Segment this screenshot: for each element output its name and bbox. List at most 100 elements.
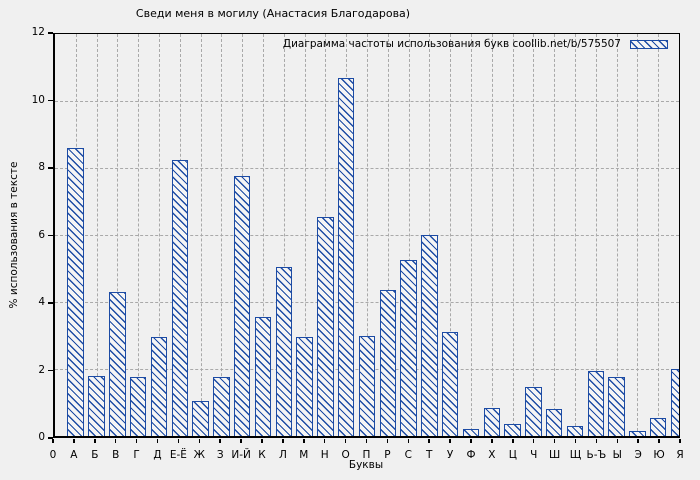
x-tick-mark (135, 439, 138, 443)
x-tick-mark (553, 439, 556, 443)
bar-У (441, 332, 459, 436)
vertical-gridline (616, 34, 618, 436)
y-tick-label: 6 (38, 228, 45, 241)
y-tick-label: 10 (31, 93, 45, 106)
bar-Ы (608, 377, 625, 436)
x-tick-mark (114, 439, 117, 443)
x-tick-label-Н: Н (320, 449, 329, 461)
x-tick-mark (303, 439, 305, 443)
vertical-gridline (367, 34, 368, 436)
vertical-gridline (491, 34, 493, 436)
bar-Ц (504, 424, 521, 436)
vertical-gridline (159, 34, 160, 436)
bar-Ю (649, 417, 667, 436)
y-tick-label: 2 (38, 363, 45, 376)
y-tick-mark (48, 167, 53, 169)
x-tick-mark (637, 439, 639, 443)
bar-Ш (545, 409, 563, 436)
bar-А (67, 147, 85, 436)
plot-area: Диаграмма частоты использования букв coo… (53, 33, 680, 438)
vertical-gridline (221, 34, 223, 436)
x-tick-label-Ю: Ю (653, 449, 665, 461)
y-tick-mark (48, 99, 53, 102)
x-tick-mark (491, 439, 493, 443)
x-tick-label-А: А (70, 449, 78, 461)
x-tick-mark (595, 439, 598, 443)
y-tick-mark (48, 302, 53, 304)
legend-swatch-icon (630, 39, 668, 49)
x-tick-label-О: О (341, 449, 350, 461)
x-tick-mark (365, 439, 368, 443)
y-tick-mark (48, 437, 53, 439)
bar-Х (483, 407, 501, 436)
x-tick-mark (323, 439, 326, 443)
x-tick-label-Т: Т (425, 449, 433, 461)
y-tick-label: 4 (38, 296, 45, 308)
bar-Р (379, 290, 397, 436)
vertical-gridline (658, 34, 660, 436)
x-tick-mark (156, 439, 159, 443)
x-tick-mark (470, 439, 472, 443)
bar-Ч (525, 387, 542, 436)
x-tick-label-Г: Г (133, 449, 140, 461)
x-tick-label-С: С (404, 449, 412, 461)
x-tick-mark (679, 439, 681, 443)
bar-И-Й (233, 176, 251, 436)
vertical-gridline (575, 34, 576, 436)
x-tick-mark (177, 439, 180, 443)
bar-Я (670, 369, 679, 436)
x-tick-label-Ф: Ф (466, 449, 476, 461)
x-tick-mark (198, 439, 201, 443)
x-tick-mark (512, 439, 514, 443)
x-tick-mark (94, 439, 96, 443)
vertical-gridline (200, 34, 202, 436)
x-tick-label-И-Й: И-Й (231, 449, 251, 461)
x-tick-mark (532, 439, 535, 443)
x-tick-mark (449, 439, 451, 443)
vertical-gridline (554, 34, 556, 436)
y-tick-mark (48, 32, 53, 34)
x-tick-mark (658, 439, 660, 443)
x-tick-label-Д: Д (153, 449, 162, 461)
x-tick-label-М: М (299, 449, 309, 461)
vertical-gridline (595, 34, 597, 436)
vertical-gridline (512, 34, 514, 436)
vertical-gridline (408, 34, 410, 436)
bar-Б (88, 375, 105, 436)
x-tick-label-Ч: Ч (530, 449, 538, 461)
chart-title: Сведи меня в могилу (Анастасия Благодаро… (135, 7, 411, 20)
x-tick-mark (616, 439, 619, 443)
y-tick-label: 0 (38, 431, 45, 443)
x-tick-mark (428, 439, 430, 443)
bar-Д (150, 337, 168, 436)
vertical-gridline (283, 34, 285, 436)
bar-Ф (462, 429, 480, 436)
x-tick-label-В: В (112, 449, 120, 461)
x-tick-label-Ш: Ш (548, 449, 561, 461)
vertical-gridline (304, 34, 306, 436)
x-tick-mark (52, 439, 54, 443)
bar-Э (629, 430, 646, 436)
bar-Ь-Ъ (587, 370, 605, 436)
bar-Л (275, 266, 293, 436)
x-tick-label-Л: Л (278, 449, 287, 461)
x-tick-label-Х: Х (488, 449, 496, 461)
x-tick-label-0: 0 (49, 449, 57, 461)
vertical-gridline (450, 34, 452, 436)
x-tick-mark (574, 439, 577, 443)
x-tick-mark (261, 439, 263, 443)
x-tick-label-Ж: Ж (193, 449, 205, 461)
x-tick-mark (407, 439, 410, 443)
bar-О (337, 77, 355, 436)
vertical-gridline (263, 34, 264, 436)
vertical-gridline (637, 34, 639, 436)
x-tick-mark (73, 439, 75, 443)
bar-Щ (566, 425, 584, 436)
y-tick-label: 12 (31, 26, 45, 38)
x-tick-label-Щ: Щ (569, 449, 582, 461)
x-tick-label-Б: Б (91, 449, 99, 461)
x-tick-mark (219, 439, 221, 443)
y-tick-mark (48, 369, 53, 372)
x-tick-label-Э: Э (634, 449, 642, 461)
